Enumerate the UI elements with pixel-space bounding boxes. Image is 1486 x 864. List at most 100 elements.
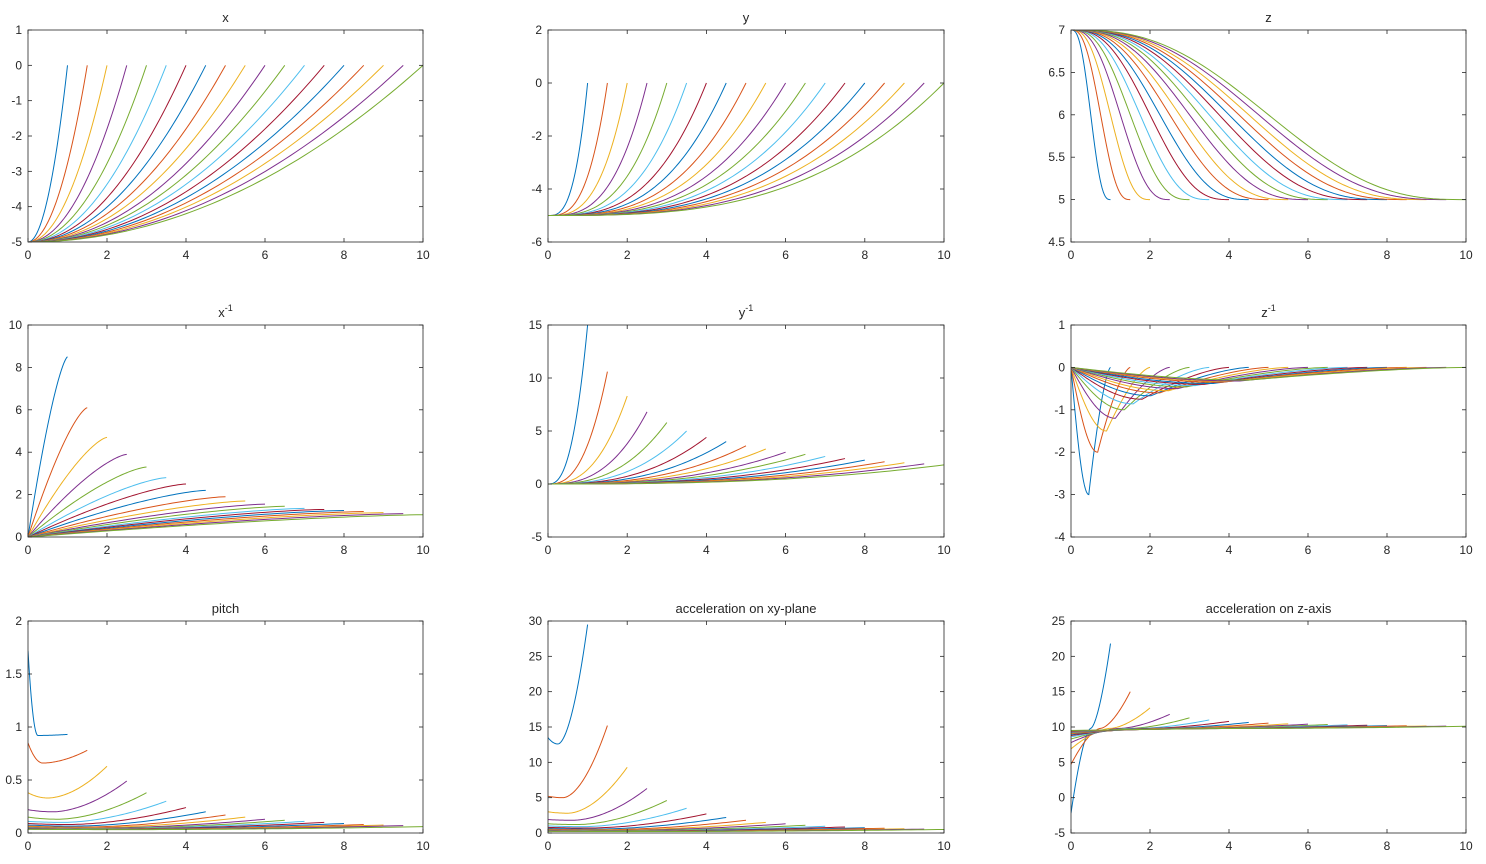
y-tick-label: 15 [529, 318, 543, 332]
series-line-5 [548, 82, 668, 216]
y-tick-label: 20 [529, 685, 543, 699]
series-group [548, 624, 944, 833]
series-line-3 [28, 765, 108, 799]
chart-4: 0 2 4 6 8 10 0 2 4 6 8 10 x-1 [9, 303, 430, 557]
title-superscript: -1 [225, 303, 233, 313]
series-line-19 [28, 826, 423, 831]
series-line-17 [1071, 366, 1427, 382]
x-tick-label: 4 [183, 248, 190, 262]
x-tick-label: 10 [937, 248, 951, 262]
series-line-8 [548, 82, 727, 216]
y-tick-label: -5 [1054, 826, 1065, 840]
series-line-4 [548, 788, 648, 821]
series-line-6 [548, 807, 687, 828]
y-tick-label: 1.5 [5, 667, 22, 681]
series-line-4 [28, 453, 127, 537]
y-tick-label: -2 [11, 129, 22, 143]
series-line-9 [28, 65, 226, 242]
y-tick-label: 10 [1052, 720, 1066, 734]
series-line-4 [1071, 30, 1170, 201]
series-line-11 [1071, 30, 1309, 201]
y-tick-label: 5 [535, 791, 542, 805]
x-tick-label: 6 [262, 839, 269, 853]
axes-box [1070, 29, 1467, 243]
series-line-1 [1071, 30, 1111, 201]
series-line-19 [28, 514, 423, 537]
y-tick-label: 1 [15, 720, 22, 734]
x-tick-label: 0 [1068, 248, 1075, 262]
x-tick-label: 2 [1147, 839, 1154, 853]
x-tick-label: 0 [545, 839, 552, 853]
y-tick-label: 1 [15, 23, 22, 37]
x-tick-label: 4 [1226, 543, 1233, 557]
x-tick-label: 2 [624, 543, 631, 557]
y-tick-label: -5 [531, 530, 542, 544]
x-tick-label: 4 [703, 839, 710, 853]
series-line-5 [28, 65, 147, 242]
x-tick-label: 2 [624, 248, 631, 262]
series-line-3 [28, 436, 108, 537]
x-tick-label: 10 [1459, 248, 1473, 262]
series-line-10 [28, 816, 246, 829]
y-tick-label: 5 [1058, 755, 1065, 769]
y-tick-label: 2 [15, 488, 22, 502]
axes-box [547, 324, 945, 538]
series-line-3 [1071, 707, 1151, 750]
y-tick-label: 25 [529, 649, 543, 663]
series-line-2 [28, 742, 88, 764]
y-tick-label: -1 [11, 94, 22, 108]
x-tick-label: 10 [1459, 543, 1473, 557]
x-tick-label: 6 [1305, 543, 1312, 557]
series-line-12 [1071, 30, 1328, 201]
x-tick-label: 6 [262, 543, 269, 557]
x-tick-label: 4 [703, 248, 710, 262]
series-line-7 [548, 813, 707, 829]
series-line-13 [1071, 366, 1348, 387]
series-line-12 [548, 82, 806, 216]
chart-8: 0 2 4 6 8 10 0 5 10 15 20 25 30 acceleration on xy-pl… [529, 601, 951, 853]
series-line-7 [28, 483, 187, 537]
series-line-6 [1071, 30, 1210, 201]
y-tick-label: 4.5 [1048, 235, 1065, 249]
x-tick-label: 8 [1384, 839, 1391, 853]
y-tick-label: 0 [1058, 360, 1065, 374]
series-line-8 [28, 489, 206, 537]
series-line-18 [1071, 30, 1447, 201]
series-group [1071, 30, 1466, 201]
x-tick-label: 2 [104, 839, 111, 853]
series-line-2 [548, 725, 608, 799]
chart-title: y [743, 10, 750, 25]
y-tick-label: 15 [529, 720, 543, 734]
y-tick-label: 5 [535, 424, 542, 438]
series-group [28, 356, 423, 537]
y-tick-label: 6.5 [1048, 65, 1065, 79]
x-tick-label: 4 [183, 543, 190, 557]
x-tick-label: 2 [1147, 248, 1154, 262]
y-tick-label: 0 [535, 477, 542, 491]
series-line-1 [28, 65, 68, 242]
y-tick-label: 15 [1052, 685, 1066, 699]
chart-3: 0 2 4 6 8 10 4.5 5 5.5 6 6.5 7 z [1048, 10, 1473, 262]
series-line-5 [548, 800, 668, 826]
series-line-19 [548, 464, 944, 485]
series-group [1071, 366, 1466, 496]
x-tick-label: 0 [25, 248, 32, 262]
series-line-5 [1071, 30, 1190, 201]
y-tick-label: 10 [529, 755, 543, 769]
chart-title: y-1 [739, 303, 754, 320]
x-tick-label: 8 [1384, 543, 1391, 557]
axes-box [1070, 324, 1467, 538]
series-line-2 [28, 65, 88, 242]
series-line-4 [548, 411, 648, 485]
x-tick-label: 6 [262, 248, 269, 262]
y-tick-label: -3 [1054, 488, 1065, 502]
y-tick-label: -2 [1054, 445, 1065, 459]
series-line-19 [548, 828, 944, 833]
y-tick-label: 6 [1058, 108, 1065, 122]
series-line-4 [28, 780, 128, 813]
series-line-2 [1071, 691, 1131, 765]
series-line-4 [1071, 713, 1170, 744]
x-tick-label: 0 [25, 543, 32, 557]
x-tick-label: 8 [341, 839, 348, 853]
